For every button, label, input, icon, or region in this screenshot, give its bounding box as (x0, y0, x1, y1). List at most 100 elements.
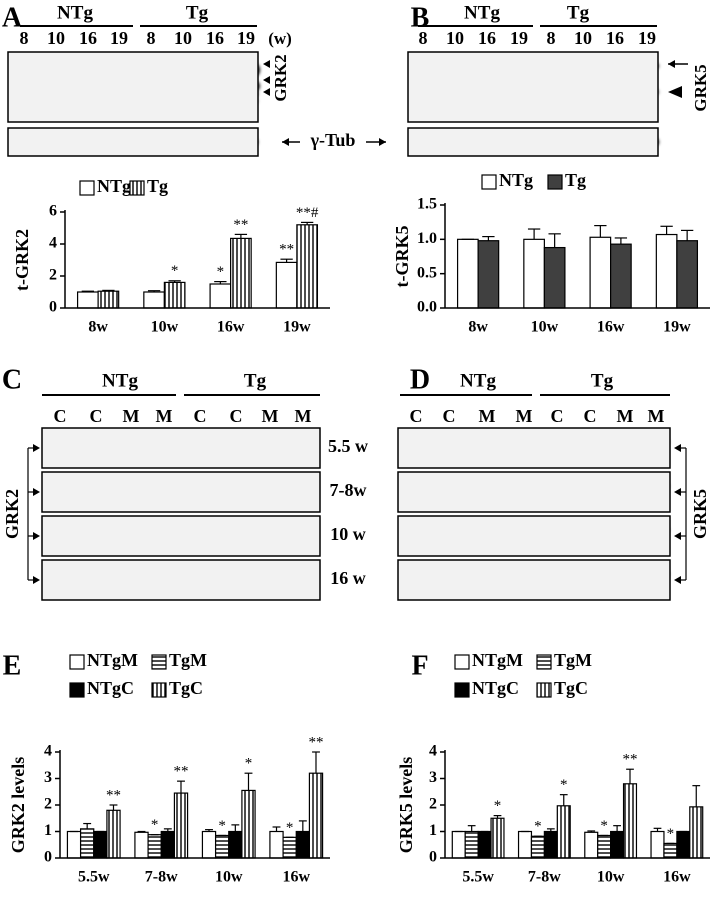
lane-label: 16 (606, 28, 624, 48)
legend-label: NTgC (472, 678, 519, 698)
time-label: 5.5 w (328, 436, 368, 456)
arrow-head (379, 138, 386, 146)
legend-label: NTgC (87, 678, 134, 698)
arrow-head (33, 444, 40, 452)
lane-label: C (54, 406, 67, 426)
bar (464, 830, 479, 859)
panel-letter: D (410, 364, 430, 395)
loading-label: γ-Tub (310, 130, 356, 150)
y-tick-label: 2 (429, 796, 437, 813)
legend-swatch (536, 682, 552, 698)
blot (397, 427, 671, 469)
legend-swatch (547, 174, 563, 190)
y-tick-label: 4 (429, 743, 437, 760)
bar (76, 291, 99, 309)
x-tick-label: 16w (282, 869, 310, 886)
significance: * (218, 818, 226, 834)
y-tick-label: 1 (429, 822, 437, 839)
legend-label: Tg (565, 170, 586, 190)
lane-label: 10 (446, 28, 464, 48)
lane-label: 16 (478, 28, 496, 48)
error-bar (231, 824, 240, 832)
blot (397, 559, 671, 601)
lane-label: 19 (510, 28, 528, 48)
lane-label: C (443, 406, 456, 426)
error-bar (168, 280, 181, 283)
y-tick-label: 1.0 (417, 230, 437, 247)
error-bar (280, 258, 293, 263)
arrow-head (263, 60, 270, 68)
y-axis-label: GRK5 levels (396, 757, 416, 854)
error-bar (205, 829, 213, 832)
error-bar (626, 768, 634, 784)
error-bar (244, 772, 253, 791)
bar (97, 290, 120, 309)
group-label: NTg (460, 370, 496, 391)
legend-label: Tg (147, 176, 168, 196)
bar (610, 830, 625, 859)
bar (160, 830, 176, 859)
y-tick-label: 0 (429, 849, 437, 866)
legend-swatch (69, 682, 85, 698)
bar (282, 836, 297, 859)
target-label: GRK2 (2, 489, 22, 539)
bar (106, 809, 121, 859)
bar (676, 240, 699, 309)
arrow-head (33, 576, 40, 584)
bar (655, 233, 678, 309)
time-label: 10 w (330, 524, 366, 544)
lane-label: M (648, 406, 665, 426)
bar (163, 281, 186, 309)
panel-letter: A (2, 2, 23, 33)
y-tick-label: 6 (49, 203, 57, 220)
error-bar (81, 290, 95, 292)
error-bar (137, 830, 146, 833)
y-tick-label: 4 (44, 743, 52, 760)
group-label: Tg (567, 2, 590, 23)
lane-label: M (516, 406, 533, 426)
lane-label: C (410, 406, 423, 426)
bar (295, 830, 311, 859)
x-tick-label: 7-8w (528, 869, 561, 886)
blot (7, 127, 259, 157)
arrow-head (674, 576, 681, 584)
lane-label: M (123, 406, 140, 426)
significance: **# (296, 205, 319, 221)
y-tick-label: 1.5 (417, 196, 437, 213)
legend-swatch (151, 682, 167, 698)
legend-label: NTgM (87, 650, 138, 670)
significance: ** (308, 734, 323, 750)
arrow-head (668, 60, 675, 68)
blot (41, 471, 321, 513)
error-bar (234, 233, 248, 239)
error-bar (559, 794, 568, 806)
arrow-head (33, 488, 40, 496)
bar (230, 237, 252, 309)
x-tick-label: 8w (468, 319, 488, 336)
error-bar (163, 828, 172, 832)
bar (241, 789, 256, 859)
bar (523, 238, 545, 309)
error-bar (587, 830, 596, 833)
group-label: Tg (186, 2, 209, 23)
error-bar (109, 804, 118, 811)
x-tick-label: 10w (215, 869, 243, 886)
lane-label: 8 (547, 28, 556, 48)
x-tick-label: 10w (531, 319, 559, 336)
x-tick-label: 19w (663, 319, 691, 336)
x-tick-label: 5.5w (78, 869, 110, 886)
y-tick-label: 0.0 (417, 299, 437, 316)
x-tick-label: 19w (283, 319, 311, 336)
lane-label: C (584, 406, 597, 426)
x-tick-label: 16w (663, 869, 691, 886)
bar (650, 830, 665, 859)
blot (407, 127, 659, 157)
bar (543, 830, 558, 859)
lane-label: 10 (47, 28, 65, 48)
y-tick-label: 2 (44, 796, 52, 813)
error-bar (546, 828, 555, 832)
y-tick-label: 3 (429, 769, 437, 786)
significance: * (534, 819, 542, 835)
lane-label: M (479, 406, 496, 426)
